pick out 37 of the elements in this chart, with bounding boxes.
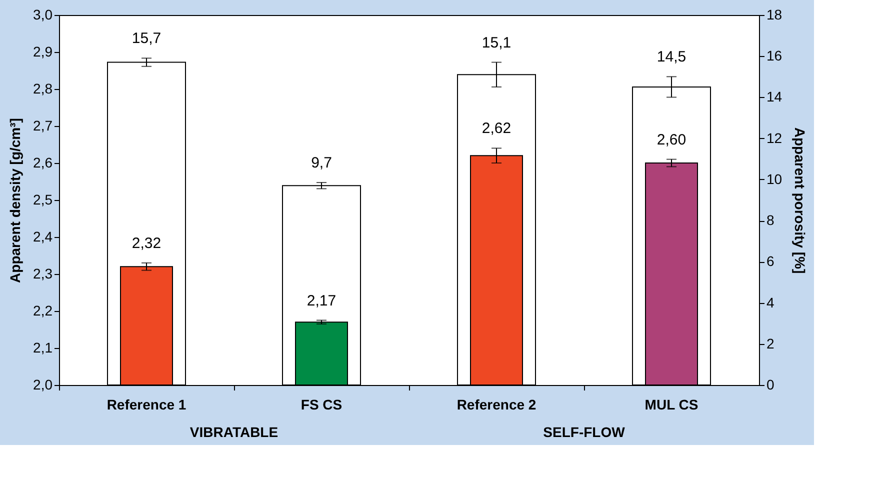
y-tick-label: 2,2: [33, 302, 53, 318]
data-label: 2,60: [656, 131, 686, 148]
y-tick-label: 2,7: [33, 118, 53, 134]
x-tick-label: Reference 1: [106, 396, 186, 412]
data-label: 14,5: [656, 48, 686, 66]
data-label: 2,62: [482, 120, 512, 138]
y-tick-label: 2,4: [33, 228, 53, 244]
x-tick-label: MUL CS: [644, 396, 698, 412]
y-tick-label: 2,9: [33, 44, 53, 60]
y2-tick-label: 0: [766, 376, 774, 392]
y-axis-title: Apparent density [g/cm³]: [7, 118, 24, 283]
y2-tick-label: 12: [766, 130, 782, 146]
data-label: 9,7: [311, 154, 332, 172]
x-tick-label: Reference 2: [456, 396, 536, 412]
y-tick-label: 2,3: [33, 266, 53, 282]
x-tick-label: FS CS: [300, 396, 342, 412]
y2-tick-label: 10: [766, 170, 782, 187]
text: VIBRATABLE: [190, 424, 278, 440]
y-tick-label: 2,6: [33, 154, 53, 170]
y2-axis-title: Apparent porosity [%]: [792, 127, 808, 274]
y-tick-label: 2,0: [33, 376, 53, 392]
y2-tick-label: 18: [766, 6, 782, 22]
data-label: 15,1: [482, 34, 512, 52]
data-label: 2,17: [306, 292, 336, 310]
y-tick-label: 2,1: [33, 340, 53, 356]
y2-tick-label: 14: [766, 88, 782, 105]
y2-tick-label: 8: [766, 212, 774, 228]
text: SELF-FLOW: [543, 424, 626, 440]
data-label: 2,32: [132, 234, 162, 252]
y-tick-label: 2,8: [33, 80, 53, 96]
y2-tick-label: 6: [766, 253, 774, 270]
y2-tick-label: 2: [766, 335, 774, 352]
data-label: 15,7: [132, 30, 162, 48]
y-tick-label: 2,5: [33, 192, 53, 208]
y2-tick-label: 4: [766, 294, 774, 310]
y-tick-label: 3,0: [33, 6, 53, 22]
y2-tick-label: 16: [766, 48, 782, 64]
